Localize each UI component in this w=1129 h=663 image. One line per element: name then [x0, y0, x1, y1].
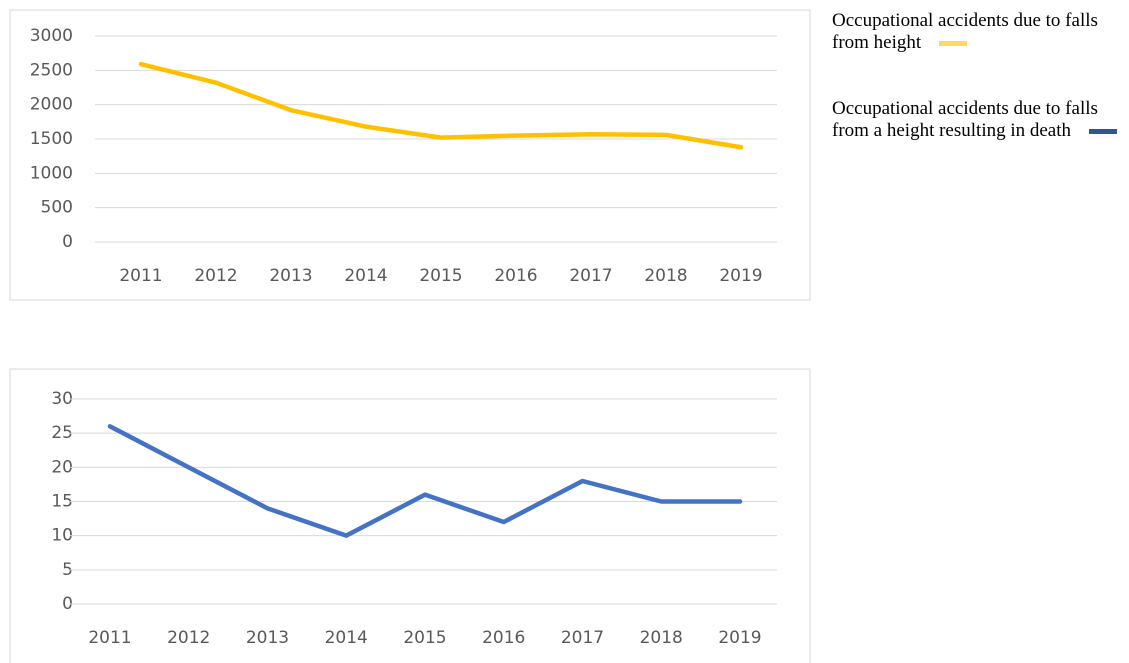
x-tick-label: 2016 — [482, 628, 525, 648]
x-tick-label: 2013 — [269, 266, 312, 286]
y-tick-label: 3000 — [30, 26, 73, 46]
x-tick-label: 2011 — [88, 628, 131, 648]
x-tick-label: 2014 — [325, 628, 368, 648]
legend-label: Occupational accidents due to falls from… — [832, 98, 1098, 141]
y-tick-label: 20 — [51, 457, 73, 477]
x-tick-label: 2011 — [119, 266, 162, 286]
legend-1: Occupational accidents due to falls from… — [832, 10, 1122, 54]
legend-swatch — [1089, 129, 1118, 135]
chart-border — [9, 368, 811, 663]
y-tick-label: 2000 — [30, 95, 73, 115]
y-tick-label: 1500 — [30, 129, 73, 149]
y-tick-label: 15 — [51, 492, 73, 512]
line-series — [107, 424, 743, 538]
x-tick-label: 2019 — [718, 628, 761, 648]
y-tick-label: 10 — [51, 526, 73, 546]
y-tick-label: 2500 — [30, 60, 73, 80]
x-tick-label: 2017 — [561, 628, 604, 648]
x-tick-label: 2015 — [419, 266, 462, 286]
y-tick-label: 25 — [51, 423, 73, 443]
y-tick-label: 5 — [62, 560, 73, 580]
y-tick-label: 30 — [51, 389, 73, 409]
x-tick-label: 2017 — [569, 266, 612, 286]
y-tick-label: 500 — [41, 198, 73, 218]
legend-2: Occupational accidents due to falls from… — [832, 98, 1122, 142]
chart-border — [9, 9, 811, 301]
y-tick-label: 0 — [62, 232, 73, 252]
legend-swatch — [939, 41, 968, 47]
x-tick-label: 2012 — [167, 628, 210, 648]
x-tick-label: 2015 — [403, 628, 446, 648]
x-tick-label: 2019 — [719, 266, 762, 286]
y-tick-label: 1000 — [30, 163, 73, 183]
x-tick-label: 2018 — [644, 266, 687, 286]
x-tick-label: 2013 — [246, 628, 289, 648]
x-tick-label: 2014 — [344, 266, 387, 286]
legend-label: Occupational accidents due to falls from… — [832, 10, 1098, 53]
line-series — [138, 61, 744, 150]
x-tick-label: 2018 — [640, 628, 683, 648]
x-tick-label: 2016 — [494, 266, 537, 286]
x-tick-label: 2012 — [194, 266, 237, 286]
y-tick-label: 0 — [62, 594, 73, 614]
